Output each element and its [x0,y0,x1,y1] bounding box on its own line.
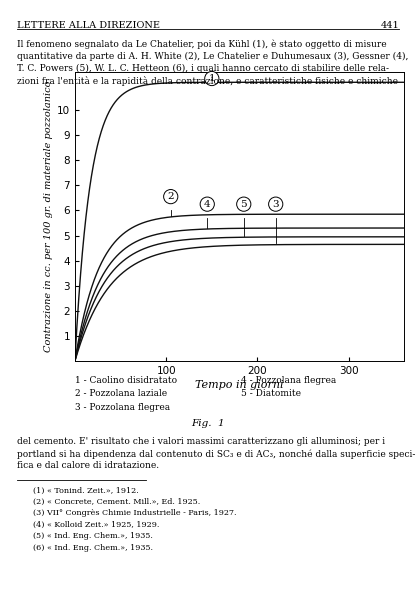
Text: 1: 1 [208,74,215,83]
Text: del cemento. E' risultato che i valori massimi caratterizzano gli alluminosi; pe: del cemento. E' risultato che i valori m… [17,437,415,470]
Text: (1) « Tonind. Zeit.», 1912.: (1) « Tonind. Zeit.», 1912. [33,486,139,494]
Text: 4: 4 [204,200,210,209]
X-axis label: Tempo in giorni: Tempo in giorni [195,380,283,390]
Text: 5 - Diatomite: 5 - Diatomite [241,389,301,399]
Y-axis label: Contrazione in cc. per 100 gr. di materiale pozzolanico: Contrazione in cc. per 100 gr. di materi… [44,81,53,352]
Text: 5: 5 [240,200,247,209]
Text: 2: 2 [167,192,174,201]
Text: 4 - Pozzolana flegrea: 4 - Pozzolana flegrea [241,376,337,385]
Text: 441: 441 [381,21,399,30]
Text: Il fenomeno segnalato da Le Chatelier, poi da Kühl (1), è stato oggetto di misur: Il fenomeno segnalato da Le Chatelier, p… [17,39,408,85]
Text: 2 - Pozzolana laziale: 2 - Pozzolana laziale [75,389,167,399]
Text: (5) « Ind. Eng. Chem.», 1935.: (5) « Ind. Eng. Chem.», 1935. [33,532,153,540]
Text: Fig.  1: Fig. 1 [191,419,225,428]
Text: 3: 3 [272,200,279,209]
Text: 1 - Caolino disidratato: 1 - Caolino disidratato [75,376,177,385]
Text: (4) « Kolloid Zeit.» 1925, 1929.: (4) « Kolloid Zeit.» 1925, 1929. [33,521,160,529]
Text: (2) « Concrete, Cement. Mill.», Ed. 1925.: (2) « Concrete, Cement. Mill.», Ed. 1925… [33,498,201,506]
Text: (6) « Ind. Eng. Chem.», 1935.: (6) « Ind. Eng. Chem.», 1935. [33,544,153,551]
Text: LETTERE ALLA DIREZIONE: LETTERE ALLA DIREZIONE [17,21,160,30]
Text: 3 - Pozzolana flegrea: 3 - Pozzolana flegrea [75,403,170,412]
Text: (3) VII° Congrès Chimie Industrielle - Paris, 1927.: (3) VII° Congrès Chimie Industrielle - P… [33,509,237,517]
